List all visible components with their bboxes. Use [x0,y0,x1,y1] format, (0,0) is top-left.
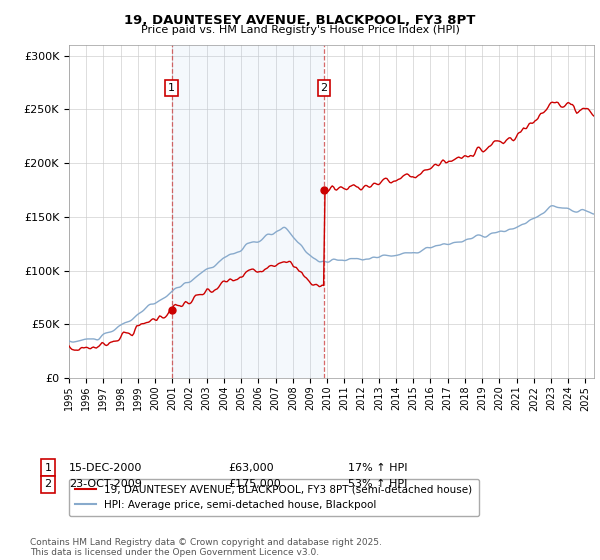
Text: 53% ↑ HPI: 53% ↑ HPI [348,479,407,489]
Text: 2: 2 [44,479,52,489]
Text: 15-DEC-2000: 15-DEC-2000 [69,463,142,473]
Text: 2: 2 [320,83,328,93]
Text: 17% ↑ HPI: 17% ↑ HPI [348,463,407,473]
Text: Price paid vs. HM Land Registry's House Price Index (HPI): Price paid vs. HM Land Registry's House … [140,25,460,35]
Text: 1: 1 [168,83,175,93]
Text: £175,000: £175,000 [228,479,281,489]
Text: £63,000: £63,000 [228,463,274,473]
Text: 1: 1 [44,463,52,473]
Text: Contains HM Land Registry data © Crown copyright and database right 2025.
This d: Contains HM Land Registry data © Crown c… [30,538,382,557]
Text: 19, DAUNTESEY AVENUE, BLACKPOOL, FY3 8PT: 19, DAUNTESEY AVENUE, BLACKPOOL, FY3 8PT [124,14,476,27]
Text: 23-OCT-2009: 23-OCT-2009 [69,479,142,489]
Bar [172,45,324,378]
Legend: 19, DAUNTESEY AVENUE, BLACKPOOL, FY3 8PT (semi-detached house), HPI: Average pri: 19, DAUNTESEY AVENUE, BLACKPOOL, FY3 8PT… [69,479,479,516]
